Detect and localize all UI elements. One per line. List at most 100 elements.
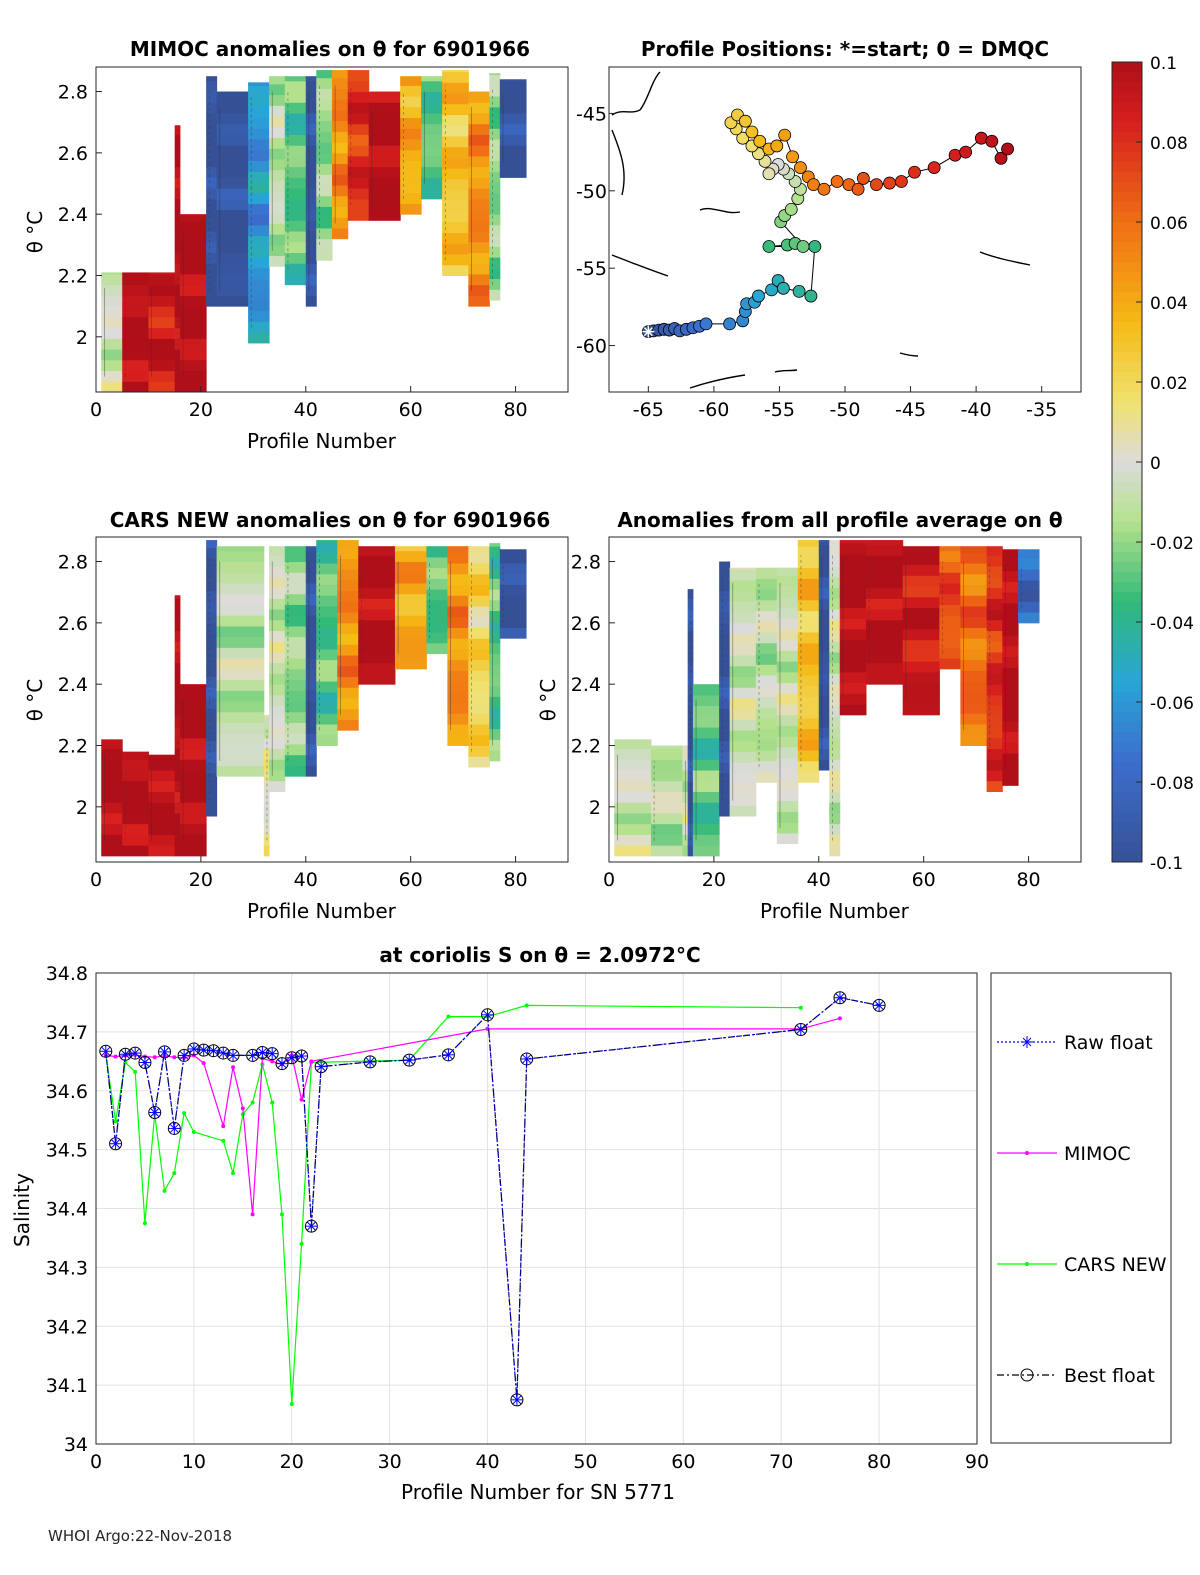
colorbar-tick: 0 [1150,454,1161,474]
mimoc-cell [101,349,123,361]
avg-cell [829,598,841,610]
mimoc-cell [489,181,501,194]
salinity-xtick: 80 [867,1451,891,1473]
cars-cell [284,701,307,713]
colorbar-tick: -0.06 [1150,694,1194,714]
mimoc-cell [305,177,317,189]
avg-cell [776,779,799,791]
mimoc-cell [216,273,249,286]
cars-cell [468,659,490,671]
cars-cell [269,651,286,664]
avg-cell [719,579,731,592]
profile-position-marker [723,317,737,331]
avg-cell [755,696,778,708]
avg-cell [687,727,694,739]
avg-cell [797,653,820,665]
avg-cell [797,717,820,730]
cars-cell [499,584,527,596]
mimoc-cell [442,254,469,266]
mimoc-cell [489,246,501,258]
salinity-line-panel: at coriolis S on θ = 2.0972°C Profile Nu… [10,943,1172,1504]
cars-cell [206,579,218,592]
cars-cell [447,584,469,596]
avg-cell [729,805,757,817]
cars-cell [447,563,469,575]
coastline [611,254,669,277]
cars-cell [284,636,307,648]
cars-cell [426,621,448,633]
mimoc-cell [442,221,469,234]
salinity-title: at coriolis S on θ = 2.0972°C [379,943,700,967]
avg-cell [692,737,720,750]
mimoc-cell [489,235,501,247]
cars-cell [337,697,359,710]
avg-cell [960,734,988,746]
avg-cell [902,693,940,705]
cars-cell [263,823,270,835]
cars-cell [206,601,218,613]
map-xtick: -65 [633,399,664,421]
avg-cell [687,589,694,599]
avg-cell [776,607,799,619]
colorbar-tick: 0.06 [1150,214,1188,234]
avg-cell [939,615,961,627]
cars-cell [101,834,123,846]
avg-cell [829,587,841,599]
cars-cell [468,563,490,575]
cars-cell [122,845,149,857]
cars-cell [269,598,286,610]
cars-ytick: 2.8 [58,552,88,574]
avg-cell [692,748,720,760]
mimoc-cell [174,241,181,253]
data-point [297,1051,306,1061]
mimoc-cell [332,77,349,89]
cars-cell [148,812,176,825]
mimoc-ytick: 2.6 [58,143,88,165]
cars-xtick: 60 [399,869,423,891]
avg-cell [986,651,1003,664]
avg-cell [839,540,867,544]
mimoc-cell [421,123,443,135]
avg-cell [818,619,830,632]
mimoc-cell [442,178,469,191]
cars-cell [216,561,265,573]
colorbar: 0.1 0.08 0.06 0.04 0.02 0 -0.02 -0.04 -0.06 -0.08… [1111,54,1194,874]
cars-cell [174,845,181,857]
avg-cell [960,595,988,607]
cars-cell [122,780,149,792]
cars-cell [206,665,218,678]
mimoc-cell [284,252,307,264]
cars-cell [337,540,359,549]
avg-cell [797,632,820,644]
mimoc-cell [421,80,443,93]
data-point [796,1025,806,1034]
avg-cell [902,661,940,673]
avg-cell [1002,742,1019,754]
data-point [299,1241,304,1246]
colorbar-segment [1112,212,1142,223]
mimoc-cell [368,102,401,114]
cars-xtick: 0 [90,869,102,891]
mimoc-cell [284,123,307,135]
avg-cell [1002,549,1019,561]
avg-cell [797,664,820,676]
data-point [172,1171,177,1176]
data-point [140,1058,150,1067]
mimoc-cell [206,177,218,189]
mimoc-cell [284,220,307,232]
salinity-xtick: 60 [671,1451,695,1473]
mimoc-xtick: 80 [503,399,527,421]
cars-cell [263,812,270,825]
avg-cell [839,661,867,673]
mimoc-cell [400,96,422,108]
mimoc-cell [442,93,469,105]
mimoc-cell [216,188,249,200]
cars-cell [447,616,469,628]
cars-cell [269,673,286,685]
data-point [483,1010,492,1020]
cars-cell [358,587,396,599]
mimoc-cell [347,166,370,178]
mimoc-cell [316,142,333,154]
cars-cell [358,630,396,642]
avg-ytick: 2.4 [571,674,601,696]
